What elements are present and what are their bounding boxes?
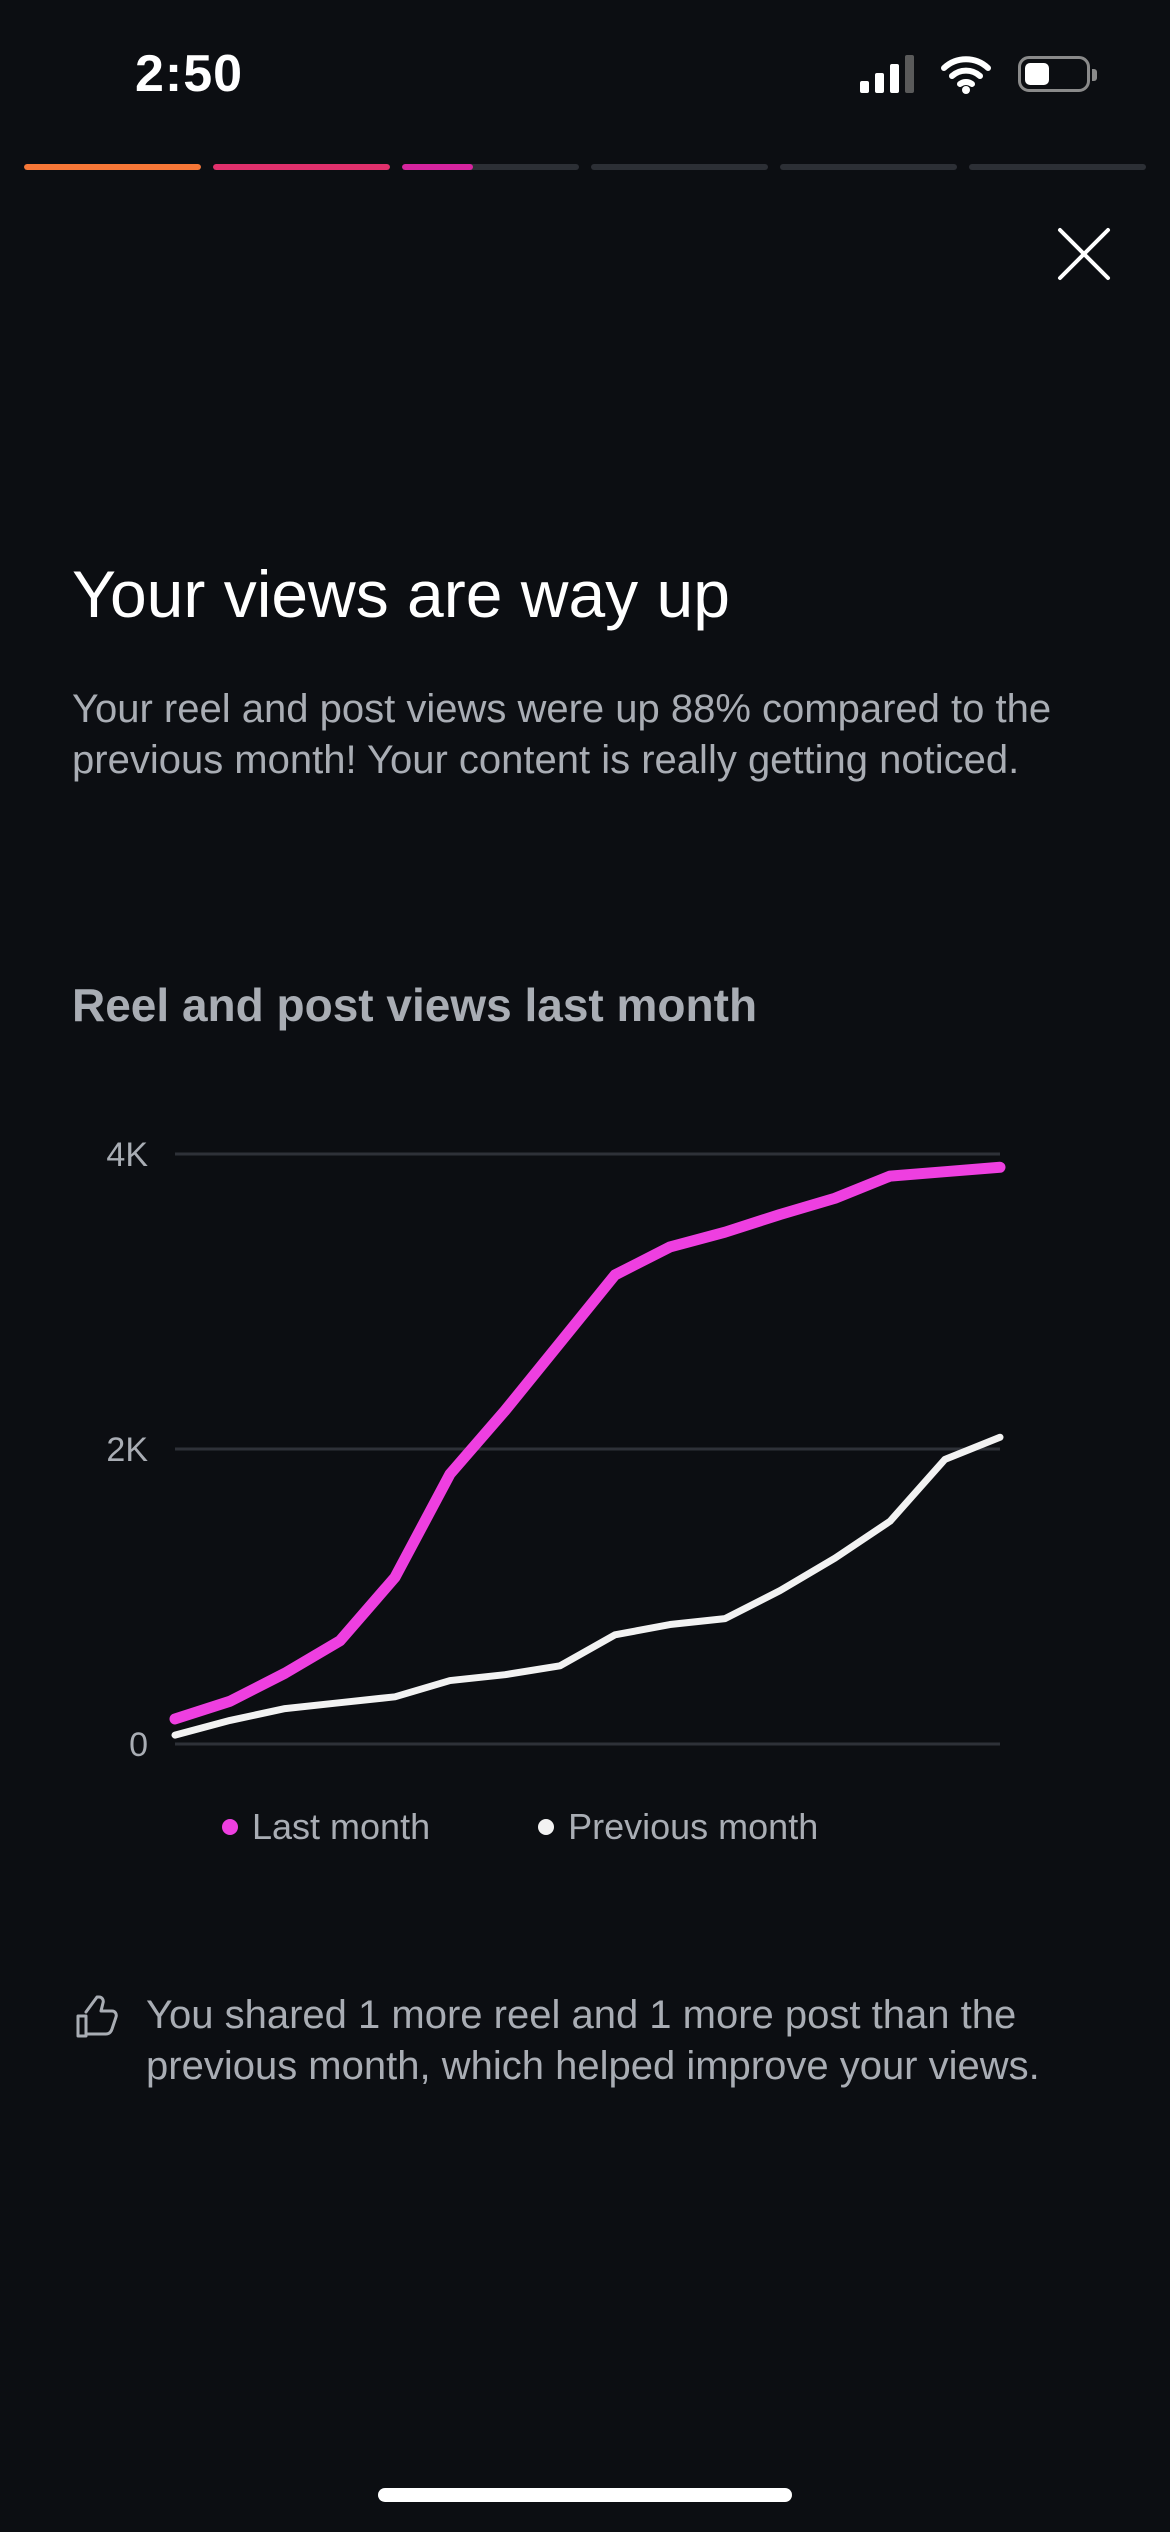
tip: You shared 1 more reel and 1 more post t… [72,1990,1112,2092]
legend-item: Previous month [538,1806,818,1848]
story-progress-bar [24,164,1146,170]
wifi-icon [941,56,991,94]
battery-icon [1018,56,1097,92]
legend-item: Last month [222,1806,430,1848]
battery-level [1025,63,1049,85]
thumbs-up-icon [76,1995,118,2038]
y-tick-label: 4K [106,1136,148,1174]
story-progress-segment [780,164,957,170]
y-tick-label: 2K [106,1431,148,1469]
chart-legend: Last month Previous month [222,1806,926,1848]
close-icon[interactable] [1052,222,1116,286]
y-axis-ticks: 0 2K 4K [106,1136,148,1764]
cellular-signal-icon [860,55,914,93]
headline: Your views are way up [72,557,730,631]
status-icons [860,54,1097,94]
chart-title: Reel and post views last month [72,979,758,1031]
views-line-chart: 0 2K 4K [106,1136,1006,1764]
story-progress-segment [213,164,390,170]
y-tick-label: 0 [129,1726,148,1764]
chart-lines [169,1161,1006,1739]
story-progress-segment [402,164,579,170]
legend-dot [222,1819,238,1835]
status-bar: 2:50 [0,0,1170,150]
description: Your reel and post views were up 88% com… [72,687,1052,782]
home-indicator[interactable] [378,2488,792,2502]
tip-text: You shared 1 more reel and 1 more post t… [146,1993,1040,2088]
chart-grid [175,1152,1000,1746]
series-line-last-month [169,1161,1006,1725]
legend-label: Previous month [568,1806,819,1847]
series-line-previous-month [171,1433,1004,1739]
story-progress-segment [969,164,1146,170]
story-progress-segment [24,164,201,170]
status-time: 2:50 [135,45,244,103]
legend-dot [538,1819,555,1835]
legend-label: Last month [252,1806,431,1847]
story-progress-segment [591,164,768,170]
